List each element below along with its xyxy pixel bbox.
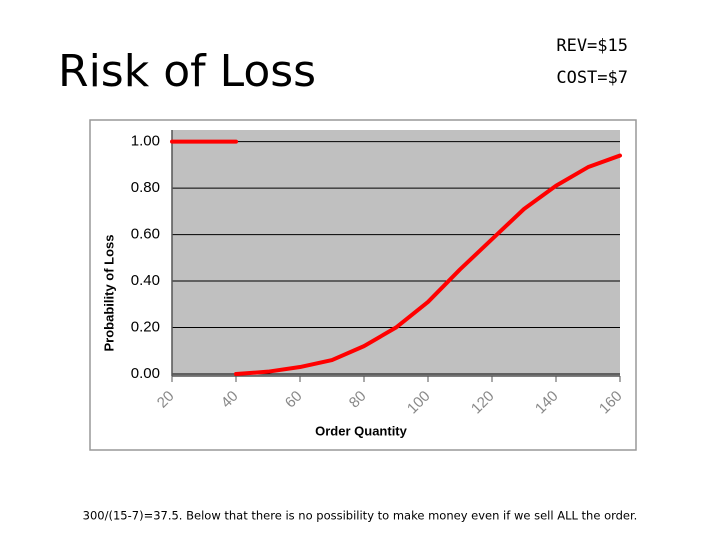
y-tick-label: 0.40 bbox=[131, 272, 160, 289]
y-tick-label: 0.20 bbox=[131, 318, 160, 335]
y-tick-label: 0.80 bbox=[131, 179, 160, 196]
cost-label: COST=$7 bbox=[556, 68, 628, 88]
y-tick-label: 0.00 bbox=[131, 365, 160, 382]
y-tick-label: 1.00 bbox=[131, 133, 160, 150]
y-axis-label: Probability of Loss bbox=[101, 234, 116, 351]
rev-label: REV=$15 bbox=[556, 36, 628, 56]
footnote: 300/(15-7)=37.5. Below that there is no … bbox=[83, 509, 638, 523]
x-axis-label: Order Quantity bbox=[315, 423, 408, 438]
line-series bbox=[170, 139, 622, 376]
y-tick-label: 0.60 bbox=[131, 226, 160, 243]
slide-title: Risk of Loss bbox=[58, 46, 316, 97]
plot-area bbox=[172, 130, 620, 376]
